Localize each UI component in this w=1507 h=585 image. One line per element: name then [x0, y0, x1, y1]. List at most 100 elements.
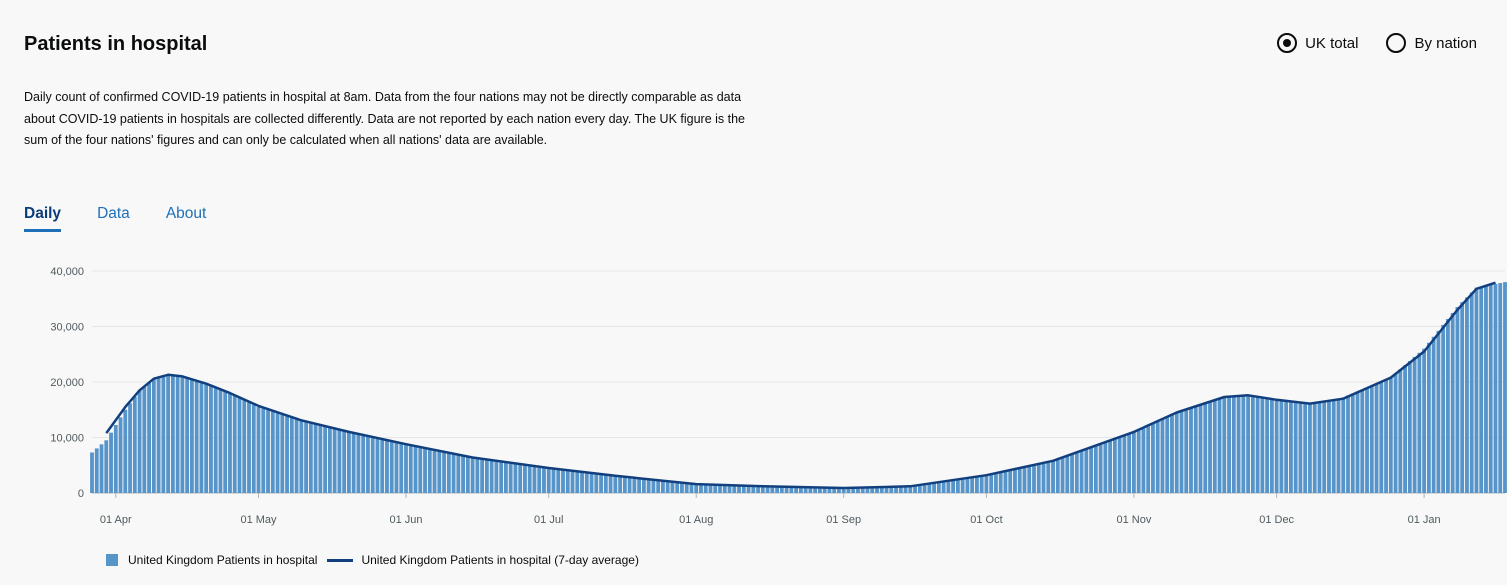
bar: [608, 475, 613, 493]
bar: [970, 476, 975, 493]
tab-data[interactable]: Data: [97, 205, 130, 222]
bar: [641, 478, 646, 493]
bar: [1136, 429, 1141, 493]
bar: [523, 464, 527, 493]
bar: [675, 482, 680, 493]
bar: [908, 486, 913, 493]
bar: [423, 447, 427, 493]
bar: [199, 382, 204, 493]
x-tick-label: 01 Jan: [1408, 514, 1441, 526]
bar: [451, 453, 456, 493]
bar: [994, 472, 998, 493]
bar: [123, 409, 128, 493]
bar: [446, 452, 451, 493]
bar: [280, 414, 285, 493]
tab-about[interactable]: About: [165, 205, 207, 222]
bar: [1417, 352, 1422, 493]
bar: [613, 475, 618, 493]
bar: [922, 484, 927, 493]
bar: [556, 469, 561, 493]
bar: [632, 477, 637, 493]
bar: [1374, 383, 1379, 493]
bar: [128, 403, 132, 493]
bar: [1027, 465, 1032, 493]
bar: [951, 479, 956, 493]
bar: [1132, 431, 1136, 493]
bar: [1236, 395, 1241, 493]
bar: [1431, 336, 1436, 493]
bar: [913, 485, 917, 493]
bar: [1322, 401, 1327, 493]
bar: [304, 421, 308, 493]
bar: [779, 486, 784, 493]
bar: [337, 429, 342, 493]
bar: [99, 444, 104, 493]
bar: [1112, 438, 1117, 493]
bar: [375, 438, 380, 493]
bar: [732, 485, 737, 493]
bar: [1046, 461, 1051, 493]
bar: [494, 460, 499, 493]
bar: [542, 467, 546, 493]
bar: [1165, 416, 1170, 493]
average-line: [105, 281, 1496, 490]
bar: [456, 454, 461, 493]
bar: [1503, 282, 1507, 493]
bar: [1303, 403, 1308, 493]
bar: [575, 471, 580, 493]
bar: [903, 486, 908, 493]
bar: [946, 480, 951, 493]
bar: [1212, 400, 1217, 493]
bar: [1189, 407, 1193, 493]
bar: [703, 484, 708, 493]
bar: [965, 477, 970, 493]
bar: [1108, 440, 1113, 493]
bar: [1231, 396, 1236, 493]
bar: [389, 441, 394, 493]
y-tick-label: 10,000: [50, 433, 84, 445]
bar: [1412, 356, 1417, 493]
bar: [1103, 442, 1108, 493]
bar: [113, 425, 118, 493]
bar: [142, 386, 147, 493]
bar: [775, 486, 779, 493]
chart-legend: United Kingdom Patients in hospital Unit…: [106, 553, 649, 567]
bar: [418, 447, 423, 493]
bar: [603, 474, 608, 493]
bar: [118, 417, 123, 493]
bar: [932, 482, 936, 493]
bar: [1379, 381, 1384, 493]
bar: [1193, 406, 1198, 493]
bar: [894, 486, 898, 493]
bar: [794, 487, 799, 493]
bar: [1255, 396, 1260, 493]
bar: [1436, 330, 1441, 493]
bar: [955, 479, 960, 493]
x-tick-label: 01 Aug: [679, 514, 713, 526]
bar: [1493, 283, 1498, 493]
y-tick-label: 40,000: [50, 266, 84, 278]
bar: [979, 475, 984, 493]
radio-by-nation[interactable]: By nation: [1386, 33, 1477, 53]
bar: [1122, 435, 1127, 493]
bar: [347, 431, 351, 493]
bar: [370, 437, 375, 493]
bar: [1041, 462, 1046, 493]
tab-daily[interactable]: Daily: [24, 205, 62, 232]
bar: [518, 464, 523, 493]
x-tick-label: 01 Jun: [389, 514, 422, 526]
bar: [1450, 313, 1455, 493]
bar: [1350, 393, 1355, 493]
bar: [1051, 460, 1055, 493]
bar: [656, 480, 661, 493]
radio-uk-total[interactable]: UK total: [1277, 33, 1358, 53]
bar: [1384, 379, 1388, 493]
bar: [480, 458, 485, 493]
bar: [275, 413, 280, 493]
bar: [1479, 286, 1484, 493]
bar: [651, 479, 656, 493]
bar: [1426, 342, 1431, 493]
bar: [332, 428, 337, 493]
bar: [342, 430, 347, 493]
